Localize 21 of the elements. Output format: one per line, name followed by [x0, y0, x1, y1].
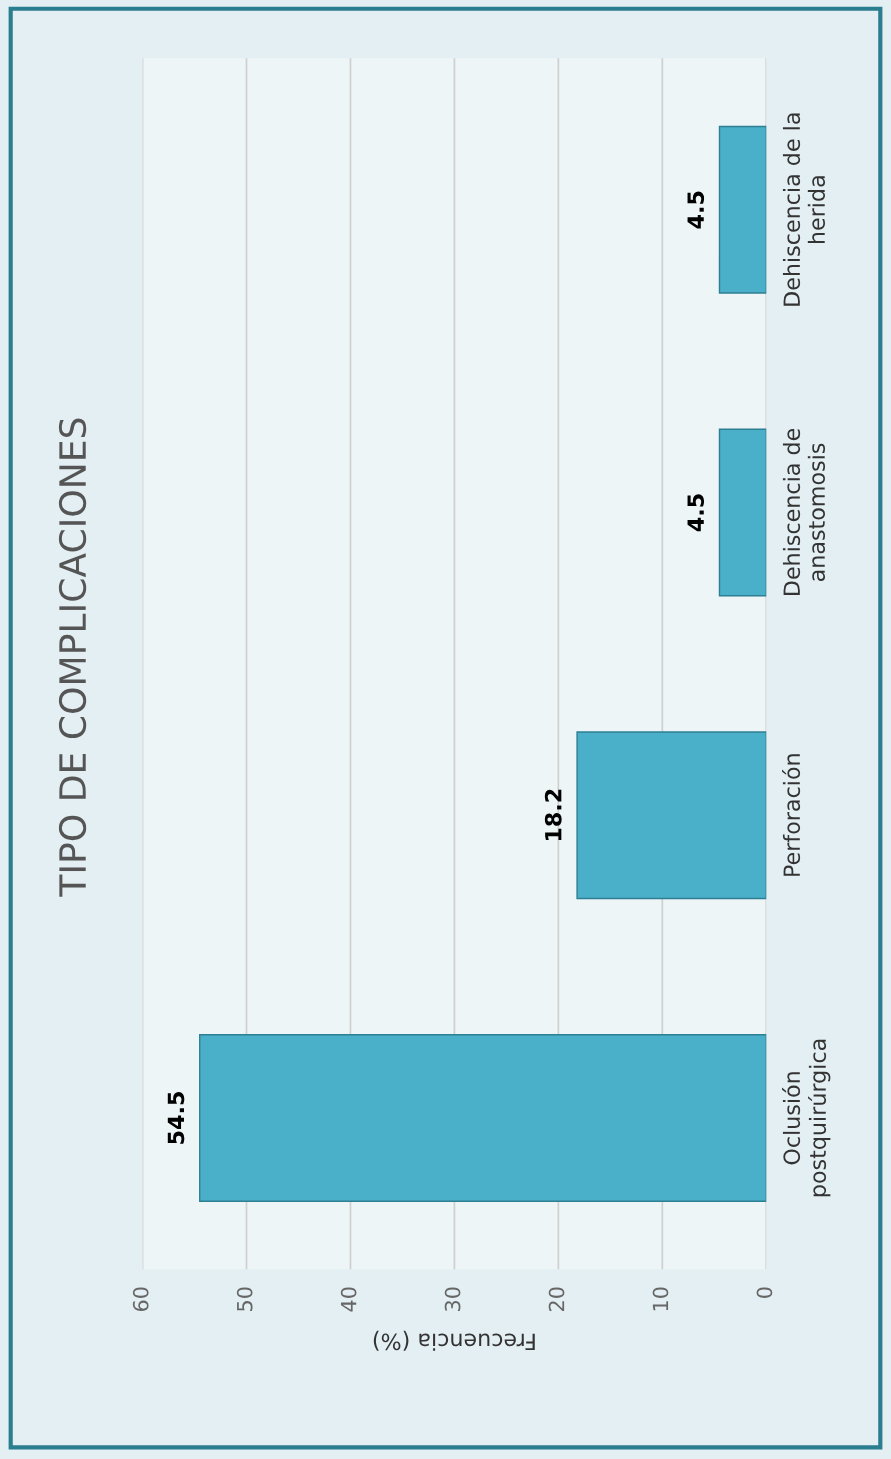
- y-tick-label: Oclusión postquirúrgica: [782, 1039, 831, 1197]
- y-tick-label: Perforación: [782, 754, 801, 876]
- data-label: 18.2: [544, 789, 562, 841]
- data-label: 4.5: [687, 494, 705, 532]
- x-axis-title: Frecuencia (%): [373, 1330, 535, 1351]
- data-label: 4.5: [687, 191, 705, 229]
- bar: [718, 125, 767, 294]
- x-tick-label: 20: [548, 1287, 565, 1311]
- bar: [576, 731, 767, 900]
- x-tick-label: 60: [132, 1287, 149, 1312]
- text: TIPO DE COMPLICACIONES: [58, 418, 87, 897]
- x-tick-label: 30: [444, 1287, 461, 1311]
- y-tick-label: Dehiscencia de anastomosis: [782, 428, 826, 596]
- y-tick-label: Dehiscencia de la herida: [782, 113, 826, 306]
- x-tick-label: 0: [756, 1287, 773, 1298]
- bar: [199, 1034, 767, 1202]
- x-tick-label: 10: [652, 1287, 669, 1311]
- x-tick-label: 50: [236, 1287, 253, 1311]
- bar: [718, 428, 767, 597]
- data-label: 54.5: [167, 1092, 185, 1144]
- x-tick-label: 40: [340, 1287, 357, 1312]
